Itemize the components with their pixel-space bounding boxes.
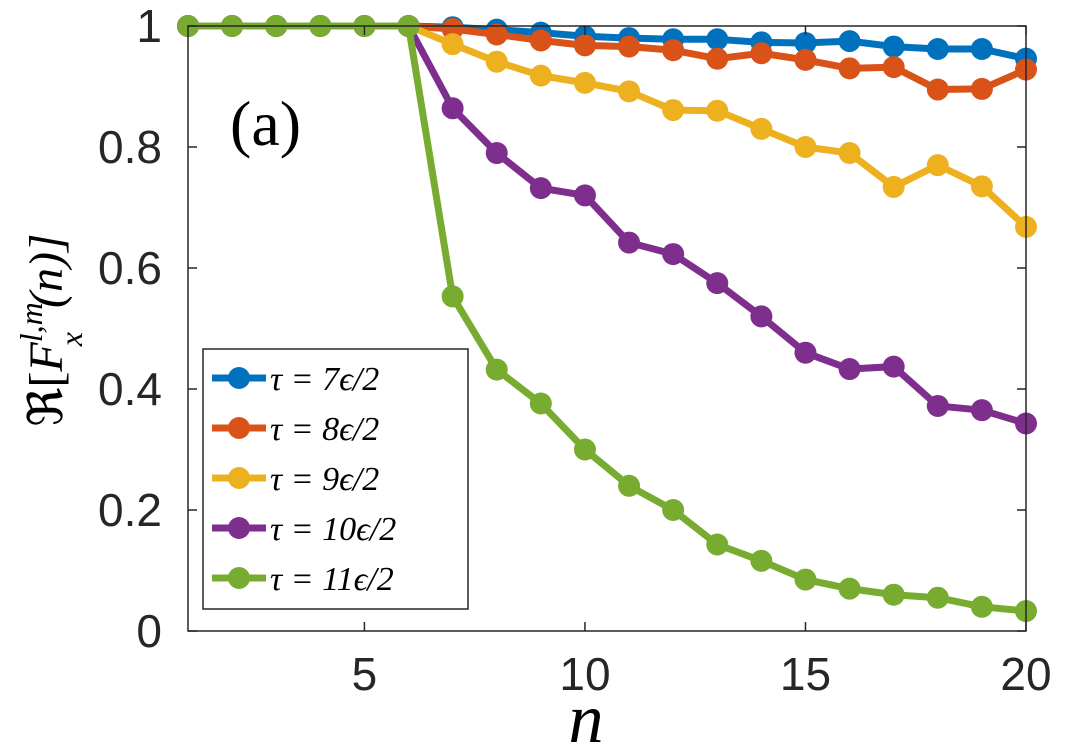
data-point — [838, 358, 861, 381]
data-point — [926, 394, 949, 417]
y-label-suffix: (n)] — [20, 233, 73, 308]
y-label-prefix: ℜ[ — [20, 372, 73, 427]
legend-label: τ = 8ϵ/2 — [270, 411, 379, 448]
legend-label: τ = 11ϵ/2 — [270, 561, 394, 598]
data-point — [838, 57, 861, 80]
legend-label: τ = 10ϵ/2 — [270, 511, 396, 548]
data-point — [662, 243, 685, 266]
data-point — [970, 77, 993, 100]
data-point — [618, 474, 641, 497]
data-point — [794, 48, 817, 71]
legend-label: τ = 9ϵ/2 — [270, 461, 379, 498]
legend-marker — [228, 567, 250, 589]
data-point — [706, 47, 729, 70]
data-point — [750, 117, 773, 140]
data-point — [618, 80, 641, 103]
data-point — [926, 154, 949, 177]
data-point — [970, 595, 993, 618]
y-tick-label: 0.8 — [98, 121, 162, 173]
panel-label: (a) — [230, 88, 301, 159]
data-point — [926, 78, 949, 101]
data-point — [838, 30, 861, 53]
data-point — [750, 42, 773, 65]
data-point — [926, 37, 949, 60]
y-tick-label: 0.2 — [98, 484, 162, 536]
data-point — [706, 99, 729, 122]
data-point — [529, 64, 552, 87]
data-point — [485, 23, 508, 46]
legend: τ = 7ϵ/2 τ = 8ϵ/2 τ = 9ϵ/2 τ = 10ϵ/2 τ = 11ϵ… — [202, 348, 469, 610]
data-point — [794, 568, 817, 591]
x-tick-label: 5 — [352, 648, 378, 700]
data-point — [970, 175, 993, 198]
data-point — [441, 97, 464, 120]
y-tick-label: 1 — [136, 0, 162, 52]
x-axis-label: n — [569, 681, 604, 756]
data-point — [618, 231, 641, 254]
data-point — [706, 272, 729, 295]
y-axis-label: ℜ[Fl,m x (n)] — [13, 233, 89, 426]
y-label-base: F — [20, 342, 73, 373]
data-point — [441, 285, 464, 308]
data-point — [750, 305, 773, 328]
x-tick-label: 15 — [780, 648, 831, 700]
legend-marker — [228, 367, 250, 389]
y-tick-label: 0.4 — [98, 363, 162, 415]
legend-marker — [228, 467, 250, 489]
data-point — [573, 71, 596, 94]
axes-box — [187, 25, 1027, 632]
legend-marker — [228, 517, 250, 539]
data-point — [882, 56, 905, 79]
data-point — [882, 35, 905, 58]
y-label-sub: x — [53, 332, 89, 347]
data-point — [573, 184, 596, 207]
y-label-sup: l,m — [13, 302, 49, 342]
data-point — [706, 28, 729, 51]
data-point — [529, 392, 552, 415]
data-point — [573, 34, 596, 57]
data-point — [662, 39, 685, 62]
data-point — [662, 499, 685, 521]
x-tick-label: 20 — [1000, 648, 1051, 700]
data-point — [838, 142, 861, 165]
y-tick-label: 0 — [136, 605, 162, 657]
data-point — [618, 35, 641, 58]
x-tick-label: 10 — [559, 648, 610, 700]
data-point — [970, 399, 993, 422]
data-point — [882, 355, 905, 378]
data-point — [485, 142, 508, 165]
data-point — [794, 31, 817, 54]
legend-marker — [228, 417, 250, 439]
data-point — [573, 438, 596, 461]
data-point — [838, 577, 861, 600]
data-point — [882, 175, 905, 198]
data-point — [441, 33, 464, 56]
legend-label: τ = 7ϵ/2 — [270, 361, 379, 398]
data-point — [794, 341, 817, 364]
data-point — [485, 358, 508, 381]
data-point — [970, 37, 993, 60]
ticks-layer: 5 10 15 20 0 0.2 0.4 0.6 0.8 1 — [98, 0, 1052, 700]
y-tick-label: 0.6 — [98, 242, 162, 294]
data-point — [750, 549, 773, 572]
data-point — [529, 177, 552, 200]
data-point — [706, 533, 729, 556]
data-point — [529, 29, 552, 52]
data-point — [662, 99, 685, 122]
y-axis-label-text: ℜ[Fl,m x (n)] — [13, 233, 89, 426]
data-point — [441, 18, 464, 41]
data-point — [794, 136, 817, 158]
data-point — [926, 586, 949, 609]
data-point — [485, 50, 508, 73]
data-point — [882, 583, 905, 606]
